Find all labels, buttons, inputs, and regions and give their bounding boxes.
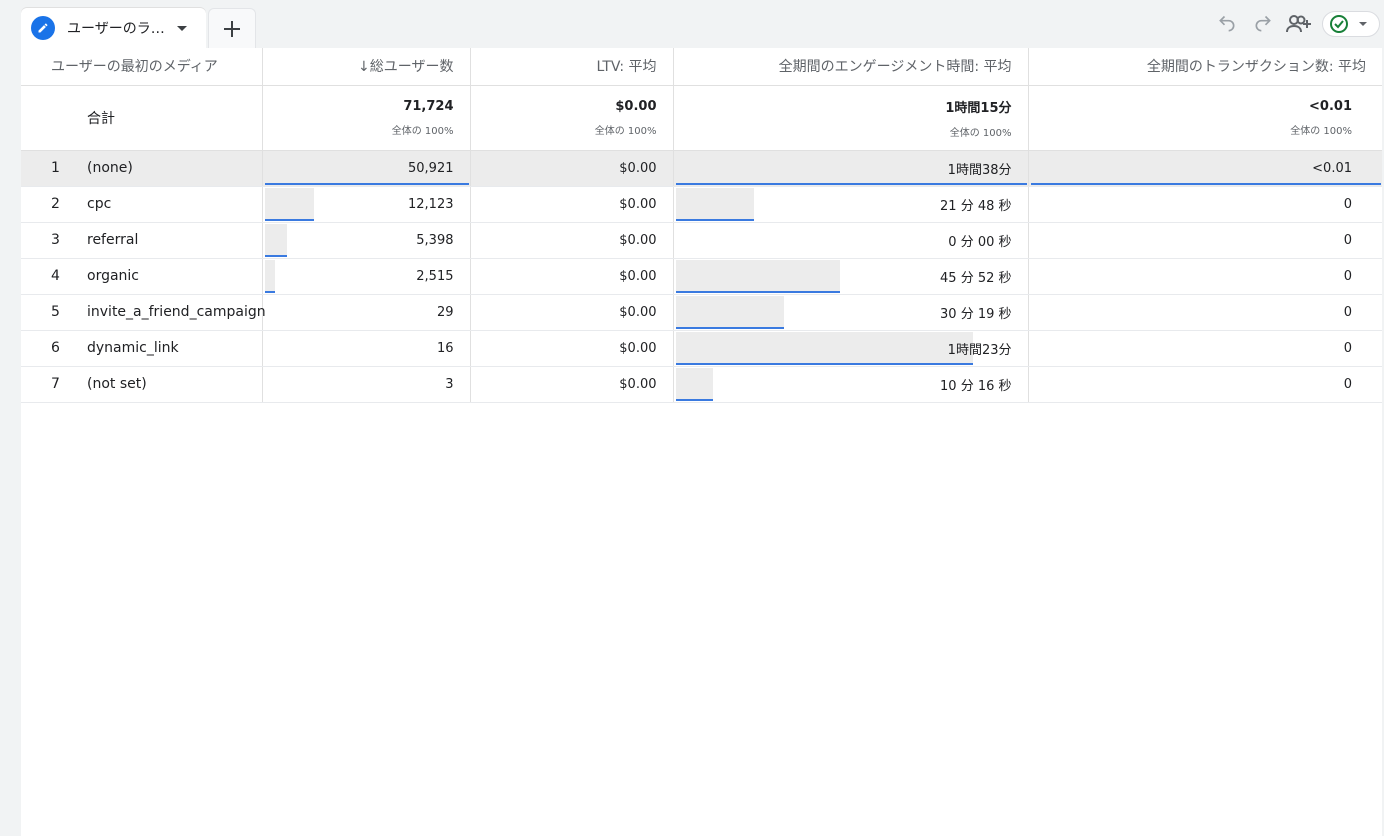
row-medium[interactable]: organic xyxy=(87,268,140,284)
check-circle-icon xyxy=(1330,15,1348,33)
total-users-pct: 全体の 100% xyxy=(391,125,454,137)
redo-icon[interactable] xyxy=(1248,10,1278,38)
table-row[interactable]: 1 (none) 50,921 $0.00 1時間38分 <0.01 xyxy=(21,150,1382,187)
table-row[interactable]: 7 (not set) 3 $0.00 10 分 16 秒 0 xyxy=(21,366,1382,403)
table-row[interactable]: 6 dynamic_link 16 $0.00 1時間23分 0 xyxy=(21,330,1382,367)
data-table: ユーザーの最初のメディア ↓総ユーザー数 LTV: 平均 全期間のエンゲージメン… xyxy=(21,48,1382,403)
row-ltv: $0.00 xyxy=(619,268,657,284)
row-medium[interactable]: invite_a_friend_campaign xyxy=(87,304,266,320)
total-ltv: $0.00 xyxy=(615,98,657,114)
toolbar xyxy=(1206,10,1380,38)
share-user-icon[interactable] xyxy=(1284,10,1314,38)
row-rank: 5 xyxy=(51,304,60,320)
table-row[interactable]: 4 organic 2,515 $0.00 45 分 52 秒 0 xyxy=(21,258,1382,295)
row-engagement: 10 分 16 秒 xyxy=(940,378,1012,394)
engagement-bar xyxy=(675,259,840,293)
row-transactions: 0 xyxy=(1343,376,1352,392)
row-transactions: 0 xyxy=(1343,304,1352,320)
row-medium[interactable]: (not set) xyxy=(87,376,147,392)
chevron-down-icon[interactable] xyxy=(177,25,187,31)
row-ltv: $0.00 xyxy=(619,160,657,176)
status-dropdown[interactable] xyxy=(1322,11,1380,37)
row-rank: 2 xyxy=(51,196,60,212)
row-medium[interactable]: cpc xyxy=(87,196,112,212)
row-ltv: $0.00 xyxy=(619,304,657,320)
row-users: 12,123 xyxy=(408,196,454,212)
row-rank: 7 xyxy=(51,376,60,392)
header-ltv[interactable]: LTV: 平均 xyxy=(470,48,674,86)
transactions-bar xyxy=(1030,152,1381,185)
row-engagement: 45 分 52 秒 xyxy=(940,270,1012,286)
top-bar: ユーザーのラ… xyxy=(0,0,1384,48)
row-ltv: $0.00 xyxy=(619,340,657,356)
total-engagement: 1時間15分 xyxy=(945,100,1012,116)
row-transactions: 0 xyxy=(1343,268,1352,284)
total-transactions-pct: 全体の 100% xyxy=(1290,125,1352,137)
row-medium[interactable]: referral xyxy=(87,232,139,248)
header-users[interactable]: ↓総ユーザー数 xyxy=(262,48,471,86)
row-transactions: 0 xyxy=(1343,232,1352,248)
row-ltv: $0.00 xyxy=(619,376,657,392)
row-rank: 6 xyxy=(51,340,60,356)
row-rank: 3 xyxy=(51,232,60,248)
report-panel: ユーザーの最初のメディア ↓総ユーザー数 LTV: 平均 全期間のエンゲージメン… xyxy=(21,48,1382,836)
undo-icon[interactable] xyxy=(1212,10,1242,38)
engagement-bar xyxy=(675,295,784,329)
total-engagement-pct: 全体の 100% xyxy=(949,127,1012,139)
table-row[interactable]: 3 referral 5,398 $0.00 0 分 00 秒 0 xyxy=(21,222,1382,259)
users-bar xyxy=(264,187,314,221)
row-users: 16 xyxy=(436,340,454,356)
row-medium[interactable]: dynamic_link xyxy=(87,340,179,356)
table-row[interactable]: 5 invite_a_friend_campaign 29 $0.00 30 分 19 … xyxy=(21,294,1382,331)
row-users: 2,515 xyxy=(416,268,454,284)
row-medium[interactable]: (none) xyxy=(87,160,133,176)
engagement-bar xyxy=(675,187,754,221)
pencil-icon[interactable] xyxy=(31,16,55,40)
row-users: 3 xyxy=(445,376,454,392)
total-transactions: <0.01 xyxy=(1309,98,1352,114)
row-transactions: <0.01 xyxy=(1312,160,1352,176)
row-engagement: 21 分 48 秒 xyxy=(940,198,1012,214)
row-rank: 4 xyxy=(51,268,60,284)
header-engagement[interactable]: 全期間のエンゲージメント時間: 平均 xyxy=(673,48,1029,86)
engagement-bar xyxy=(675,152,1027,185)
row-ltv: $0.00 xyxy=(619,196,657,212)
row-engagement: 30 分 19 秒 xyxy=(940,306,1012,322)
engagement-bar xyxy=(675,331,973,365)
row-users: 29 xyxy=(436,304,454,320)
row-transactions: 0 xyxy=(1343,340,1352,356)
plus-icon xyxy=(224,20,240,37)
users-bar xyxy=(264,223,287,257)
add-tab-button[interactable] xyxy=(208,8,256,48)
header-transactions[interactable]: 全期間のトランザクション数: 平均 xyxy=(1028,48,1382,86)
total-label: 合計 xyxy=(87,110,115,127)
row-engagement: 0 分 00 秒 xyxy=(948,234,1012,250)
row-rank: 1 xyxy=(51,160,60,176)
table-row[interactable]: 2 cpc 12,123 $0.00 21 分 48 秒 0 xyxy=(21,186,1382,223)
users-bar xyxy=(264,259,275,293)
exploration-tab[interactable]: ユーザーのラ… xyxy=(21,8,206,48)
engagement-bar xyxy=(675,367,713,401)
row-engagement: 1時間23分 xyxy=(947,342,1012,358)
total-users: 71,724 xyxy=(403,98,454,114)
row-ltv: $0.00 xyxy=(619,232,657,248)
table-header-row: ユーザーの最初のメディア ↓総ユーザー数 LTV: 平均 全期間のエンゲージメン… xyxy=(21,48,1382,86)
header-dimension[interactable]: ユーザーの最初のメディア xyxy=(21,48,263,86)
chevron-down-icon xyxy=(1359,22,1367,26)
row-transactions: 0 xyxy=(1343,196,1352,212)
row-users: 5,398 xyxy=(416,232,454,248)
row-engagement: 1時間38分 xyxy=(947,162,1012,178)
total-ltv-pct: 全体の 100% xyxy=(594,125,657,137)
tab-label: ユーザーのラ… xyxy=(67,21,165,37)
users-bar xyxy=(264,152,469,185)
row-users: 50,921 xyxy=(408,160,454,176)
total-row: 合計 71,724 全体の 100% $0.00 全体の 100% 1時間15分全体… xyxy=(21,85,1382,151)
